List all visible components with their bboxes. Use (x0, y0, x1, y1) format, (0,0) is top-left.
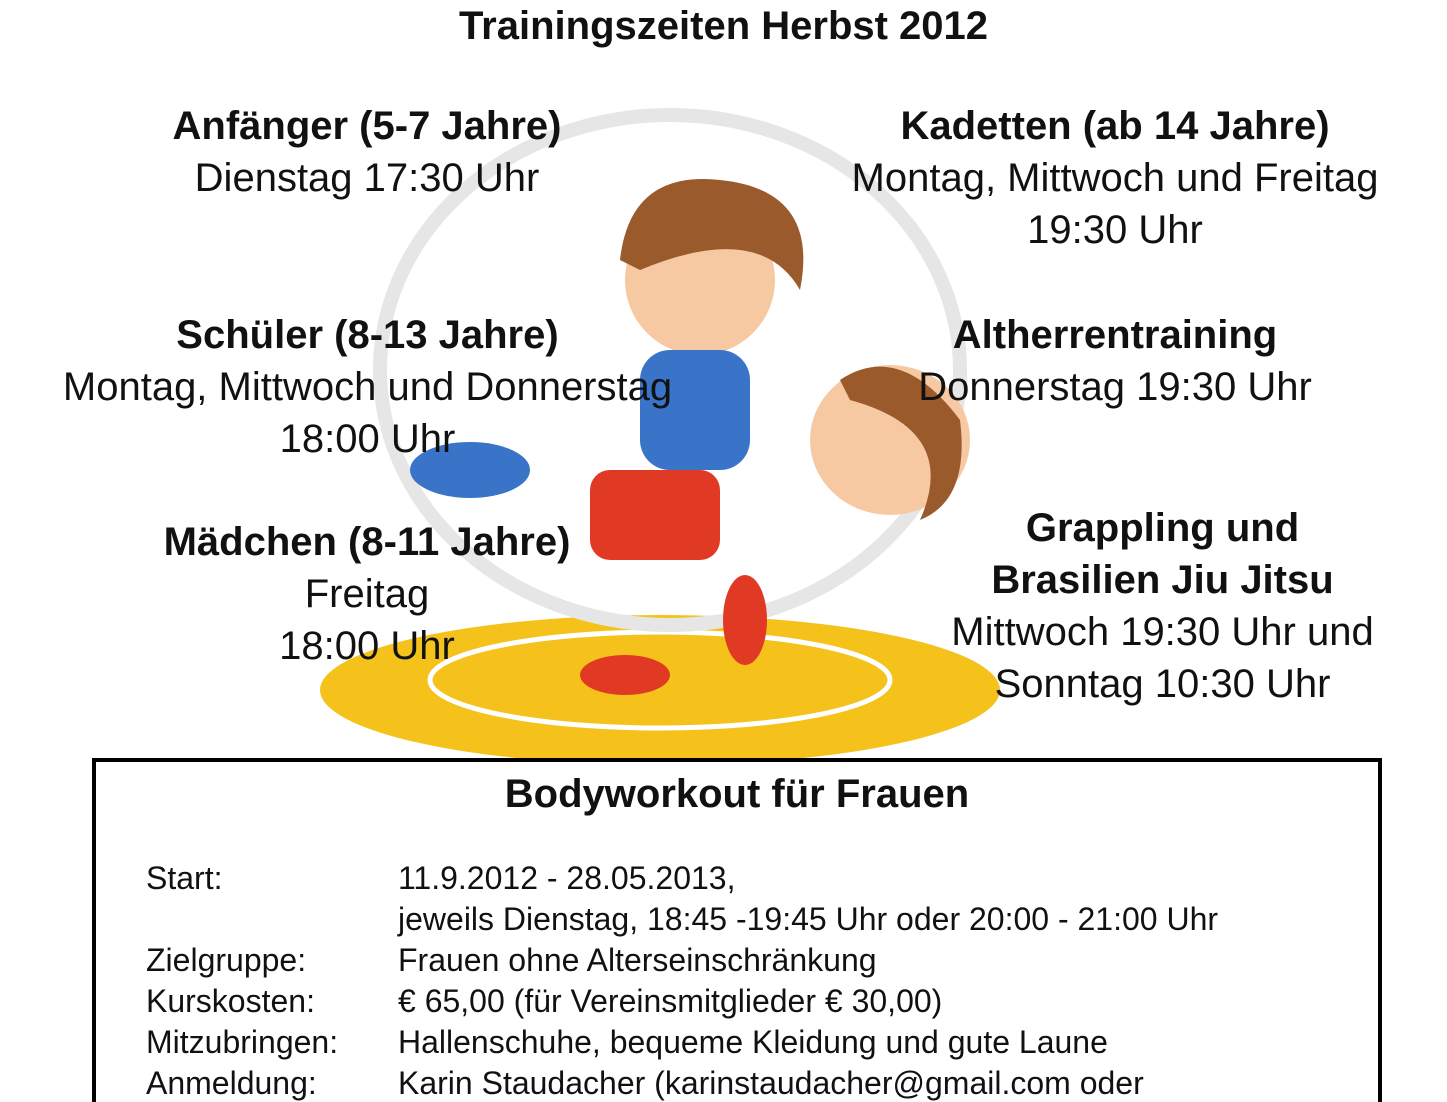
group-heading: Mädchen (8-11 Jahre) (163, 520, 571, 564)
group-grappling: Grappling und Brasilien Jiu Jitsu Mittwo… (890, 502, 1435, 710)
group-heading: Anfänger (5-7 Jahre) (172, 104, 562, 148)
opponent-hair (840, 366, 962, 520)
group-heading-2: Brasilien Jiu Jitsu (991, 558, 1334, 602)
group-anfaenger: Anfänger (5-7 Jahre) Dienstag 17:30 Uhr (67, 100, 667, 204)
group-heading: Altherrentraining (952, 313, 1278, 357)
group-line: 18:00 Uhr (279, 417, 456, 461)
row-value: € 65,00 (für Vereinsmitglieder € 30,00) (398, 983, 943, 1019)
row-label: Start: (146, 860, 223, 896)
group-line: 18:00 Uhr (279, 624, 455, 668)
group-line: Montag, Mittwoch und Donnerstag (62, 365, 673, 409)
shoe-right (723, 575, 767, 665)
row-value: Karin Staudacher (karinstaudacher@gmail.… (398, 1065, 1144, 1101)
wrestler-hair (620, 179, 804, 290)
group-heading: Grappling und (1025, 506, 1300, 550)
row-label: Zielgruppe: (146, 942, 307, 978)
group-line: Dienstag 17:30 Uhr (194, 156, 540, 200)
row-value: jeweils Dienstag, 18:45 -19:45 Uhr oder … (398, 901, 1219, 937)
bodyworkout-box: Bodyworkout für Frauen Start: 11.9.2012 -… (92, 758, 1382, 1102)
wrestler-body (640, 350, 750, 470)
group-kadetten: Kadetten (ab 14 Jahre) Montag, Mittwoch … (790, 100, 1440, 256)
row-label: Mitzubringen: (146, 1024, 339, 1060)
group-heading: Kadetten (ab 14 Jahre) (900, 104, 1330, 148)
row-label: Kurskosten: (146, 983, 315, 1019)
group-line: Mittwoch 19:30 Uhr und (951, 610, 1374, 654)
group-schueler: Schüler (8-13 Jahre) Montag, Mittwoch un… (0, 309, 735, 465)
page-title: Trainingszeiten Herbst 2012 (458, 4, 989, 48)
group-maedchen: Mädchen (8-11 Jahre) Freitag 18:00 Uhr (67, 516, 667, 672)
group-heading: Schüler (8-13 Jahre) (176, 313, 559, 357)
group-line: Montag, Mittwoch und Freitag (851, 156, 1379, 200)
group-line: Donnerstag 19:30 Uhr (918, 365, 1312, 409)
swoosh (373, 108, 967, 632)
shoe-left (580, 655, 670, 695)
row-value: Hallenschuhe, bequeme Kleidung und gute … (398, 1024, 1108, 1060)
group-line: 19:30 Uhr (1027, 208, 1203, 252)
wrestler-shorts (590, 470, 720, 560)
group-line: Freitag (304, 572, 430, 616)
bodyworkout-title: Bodyworkout für Frauen (504, 772, 970, 816)
row-value: Frauen ohne Alterseinschränkung (398, 942, 877, 978)
row-value: 11.9.2012 - 28.05.2013, (398, 860, 736, 896)
row-label: Anmeldung: (146, 1065, 317, 1101)
group-line: Sonntag 10:30 Uhr (994, 662, 1331, 706)
mat (320, 615, 1000, 765)
group-altherren: Altherrentraining Donnerstag 19:30 Uhr (815, 309, 1415, 413)
mat-circle (427, 629, 893, 731)
wrestler-arm (410, 442, 530, 498)
